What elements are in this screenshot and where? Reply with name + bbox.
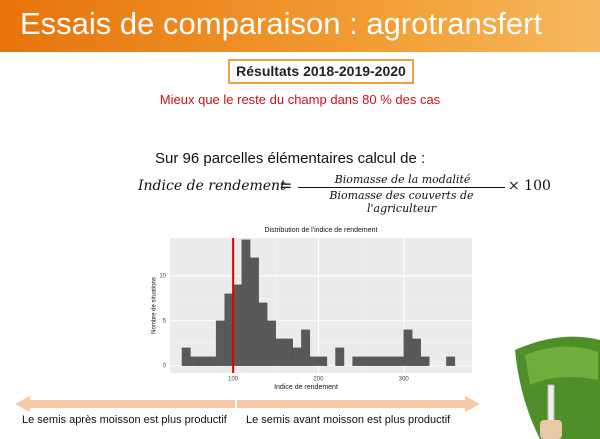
bar bbox=[378, 356, 387, 366]
bar bbox=[207, 356, 217, 366]
bar bbox=[301, 329, 311, 366]
bar bbox=[335, 347, 345, 366]
bar bbox=[369, 356, 379, 366]
intro: Sur 96 parcelles élémentaires calcul de … bbox=[155, 150, 426, 167]
x-tick-label: 300 bbox=[399, 377, 410, 383]
bar bbox=[181, 347, 191, 366]
bar bbox=[250, 257, 259, 366]
bar bbox=[360, 356, 370, 366]
roller-illustration bbox=[515, 336, 600, 439]
bar bbox=[318, 356, 328, 366]
bar bbox=[232, 284, 242, 366]
bar bbox=[258, 302, 268, 366]
slide-title: Essais de comparaison : agrotransfert bbox=[20, 6, 543, 41]
arrow-left-label: Le semis après moisson est plus producti… bbox=[22, 414, 227, 426]
y-tick-label: 0 bbox=[163, 363, 167, 369]
bar bbox=[446, 356, 456, 366]
formula-equals: = bbox=[279, 176, 293, 195]
bar bbox=[352, 356, 362, 366]
bar bbox=[412, 338, 421, 366]
fraction-bar bbox=[298, 187, 505, 188]
bar bbox=[292, 347, 302, 366]
hand bbox=[540, 420, 562, 439]
y-tick-label: 5 bbox=[163, 318, 167, 324]
bar bbox=[275, 338, 285, 366]
bar bbox=[224, 293, 234, 366]
x-tick-label: 100 bbox=[228, 377, 239, 383]
bar bbox=[309, 356, 319, 366]
grass-light bbox=[525, 346, 598, 385]
arrow-right-label: Le semis avant moisson est plus producti… bbox=[246, 414, 451, 426]
formula-numerator: Biomasse de la modalité bbox=[334, 173, 471, 186]
y-axis-label: Nombre de situations bbox=[152, 277, 158, 334]
formula-factor: × 100 bbox=[508, 178, 551, 194]
bar bbox=[403, 329, 413, 366]
chart-title: Distribution de l'indice de rendement bbox=[264, 227, 377, 234]
plot-panel bbox=[170, 238, 472, 373]
bar bbox=[395, 356, 404, 366]
roller-handle bbox=[547, 384, 555, 426]
arrow-right bbox=[237, 396, 480, 412]
x-tick-label: 200 bbox=[313, 377, 324, 383]
badge: Résultats 2018-2019-2020 bbox=[228, 59, 414, 84]
bar bbox=[284, 338, 293, 366]
highlight: Mieux que le reste du champ dans 80 % de… bbox=[159, 92, 441, 107]
bar bbox=[267, 320, 276, 366]
bar bbox=[198, 356, 208, 366]
formula-lhs: Indice de rendement bbox=[138, 178, 286, 194]
bar bbox=[241, 239, 251, 366]
bar bbox=[420, 356, 430, 366]
bar bbox=[386, 356, 396, 366]
title-bar bbox=[0, 0, 600, 52]
x-axis-label: Indice de rendement bbox=[274, 384, 338, 391]
formula-denominator: Biomasse des couverts de l'agriculteur bbox=[329, 189, 474, 215]
y-tick-label: 10 bbox=[159, 273, 166, 279]
bar bbox=[190, 356, 200, 366]
bar bbox=[215, 320, 225, 366]
arrow-left bbox=[15, 396, 235, 412]
